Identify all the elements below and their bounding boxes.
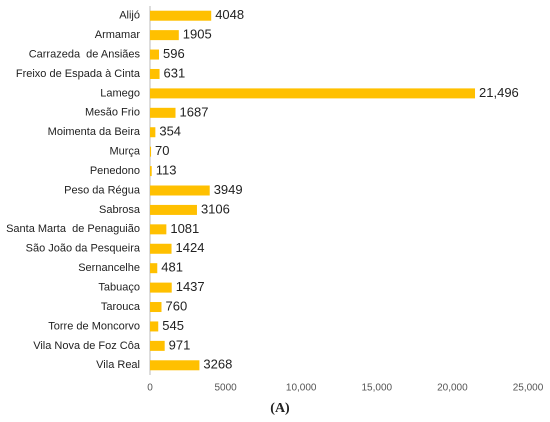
bar [150, 360, 200, 371]
value-label: 481 [161, 260, 183, 275]
category-label: Lamego [100, 87, 140, 99]
value-label: 1905 [183, 27, 212, 42]
bar [150, 68, 160, 79]
bar [150, 302, 162, 313]
category-label: Sabrosa [99, 204, 141, 216]
bar [150, 340, 165, 351]
category-label: Tabuaço [98, 282, 140, 294]
value-label: 1687 [180, 104, 209, 119]
category-label: Murça [109, 146, 140, 158]
x-tick-label: 5000 [214, 383, 237, 394]
value-label: 70 [155, 143, 169, 158]
bar [150, 166, 152, 177]
bar [150, 88, 476, 99]
category-label: Freixo de Espada à Cinta [16, 68, 141, 80]
bar [150, 127, 156, 138]
bar [150, 321, 159, 332]
category-label: Torre de Moncorvo [48, 320, 140, 332]
bar [150, 30, 179, 41]
x-tick-label: 10,000 [286, 383, 317, 394]
bar [150, 263, 158, 274]
category-label: Sernancelhe [78, 262, 140, 274]
x-tick-label: 0 [147, 383, 153, 394]
x-tick-label: 25,000 [513, 383, 544, 394]
category-label: Tarouca [101, 301, 141, 313]
bar [150, 185, 210, 196]
value-label: 3268 [203, 357, 232, 372]
category-label: Moimenta da Beira [48, 126, 141, 138]
category-label: Carrazeda de Ansiães [29, 48, 141, 60]
value-label: 4048 [215, 7, 244, 22]
bar [150, 224, 167, 235]
bar [150, 204, 197, 215]
bar [150, 10, 212, 21]
value-label: 1437 [176, 279, 205, 294]
bar [150, 49, 160, 60]
x-tick-label: 20,000 [437, 383, 468, 394]
value-label: 1424 [176, 240, 205, 255]
bar [150, 243, 172, 254]
category-label: Vila Nova de Foz Côa [33, 340, 141, 352]
category-label: Vila Real [96, 359, 140, 371]
value-label: 596 [163, 46, 185, 61]
x-tick-label: 15,000 [362, 383, 393, 394]
value-label: 21,496 [479, 85, 519, 100]
value-label: 760 [165, 298, 187, 313]
category-label: Santa Marta de Penaguião [6, 223, 140, 235]
bar [150, 146, 152, 157]
category-label: Alijó [119, 10, 140, 22]
value-label: 3949 [214, 182, 243, 197]
value-label: 354 [159, 124, 181, 139]
value-label: 1081 [170, 221, 199, 236]
value-label: 3106 [201, 201, 230, 216]
category-label: Mesão Frio [85, 107, 140, 119]
category-label: Penedono [90, 165, 140, 177]
caption: (A) [270, 401, 290, 416]
value-label: 971 [169, 337, 191, 352]
value-label: 631 [164, 65, 186, 80]
value-label: 113 [156, 163, 177, 178]
category-label: Armamar [95, 29, 141, 41]
category-label: Peso da Régua [64, 184, 141, 196]
bar [150, 282, 172, 293]
bar [150, 107, 176, 118]
category-label: São João da Pesqueira [26, 243, 141, 255]
value-label: 545 [162, 318, 184, 333]
